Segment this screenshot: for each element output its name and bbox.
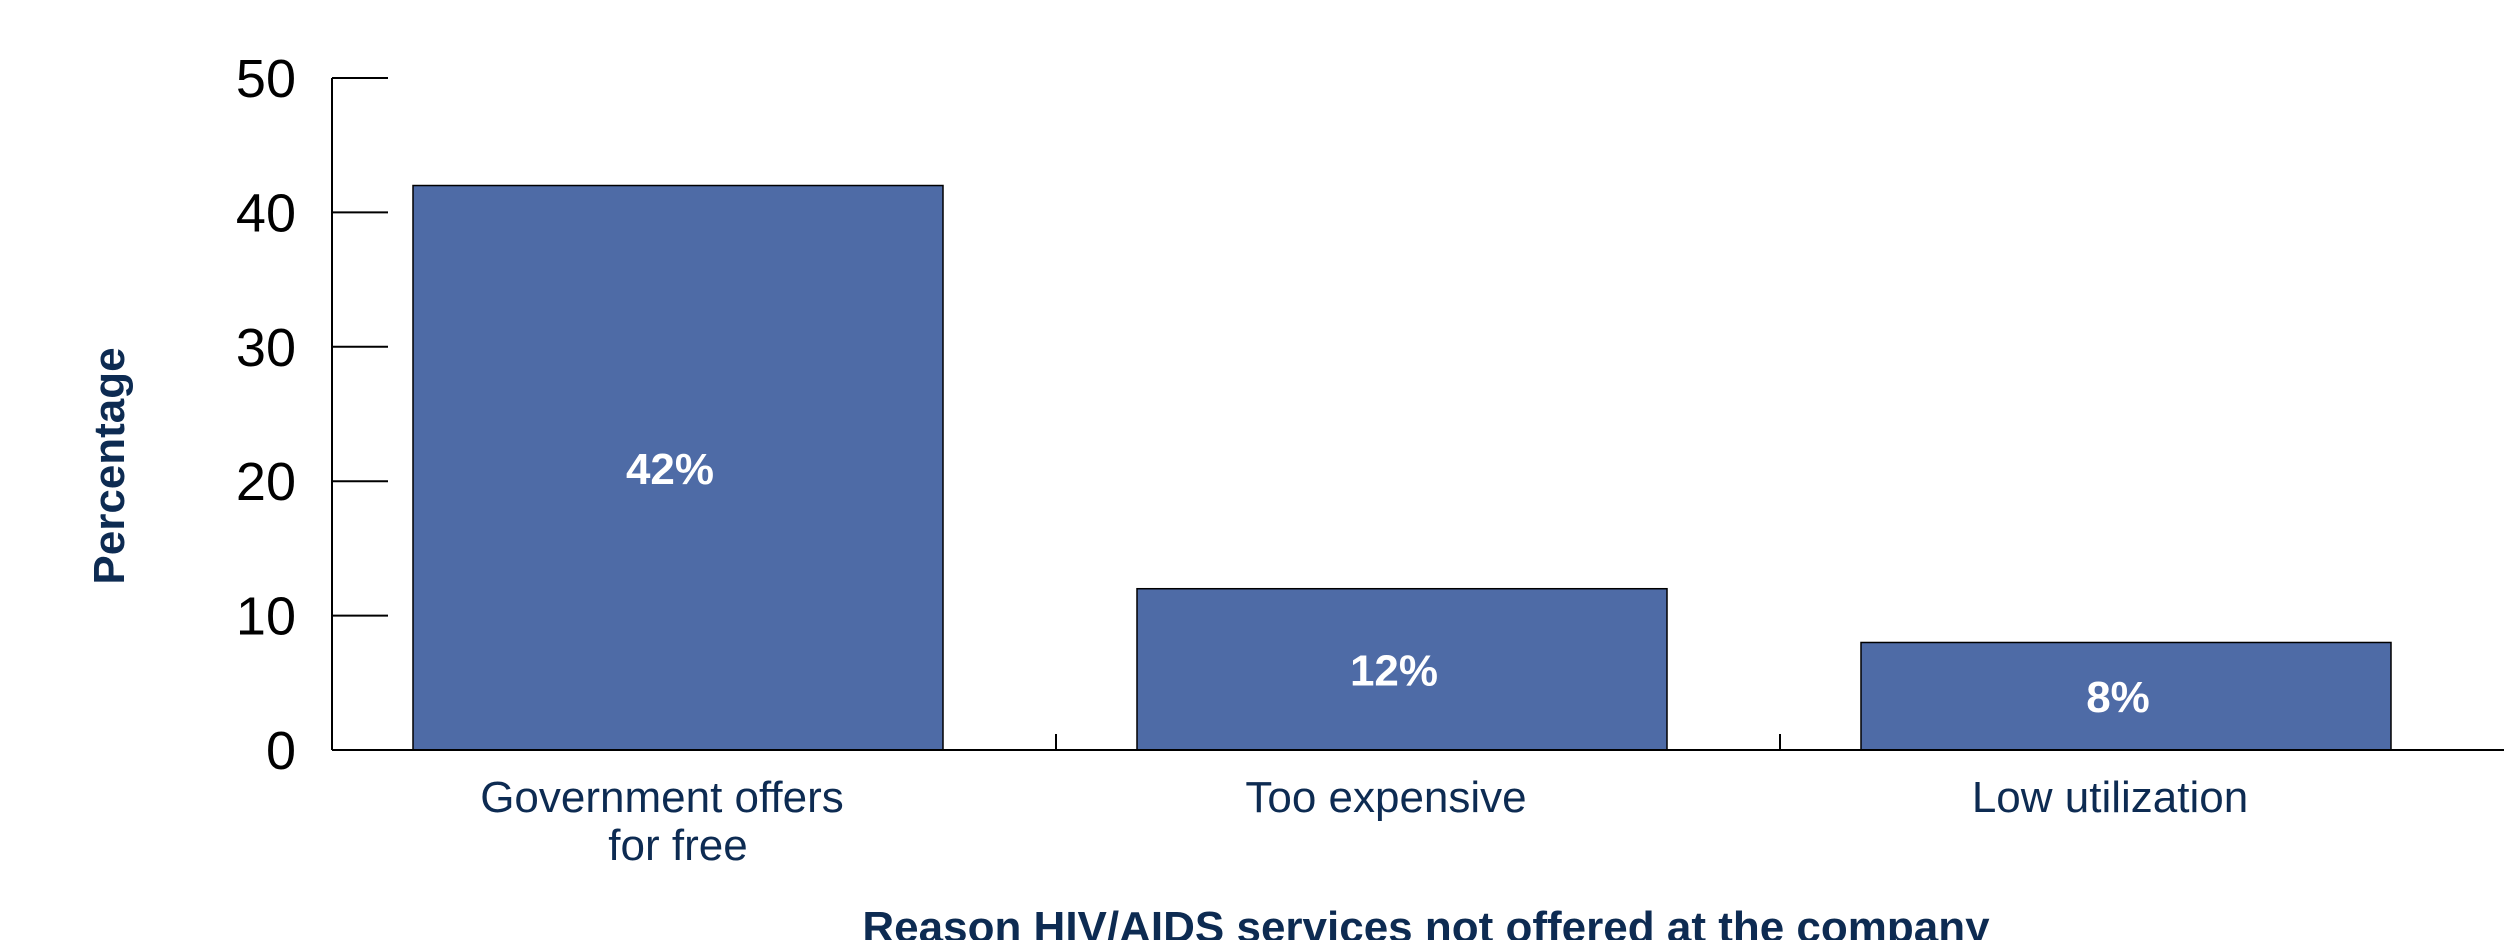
y-tick-label: 10 [236, 587, 296, 647]
category-label-line: Government offers [480, 773, 844, 822]
y-axis-ticks: 0 10 20 30 40 50 [236, 49, 388, 781]
bars: 42% 12% 8% [412, 184, 2392, 751]
y-tick-label: 50 [236, 49, 296, 109]
y-tick-label: 0 [266, 721, 296, 781]
data-label: 12% [1350, 646, 1438, 695]
y-tick-label: 30 [236, 318, 296, 378]
bar [1860, 641, 2392, 751]
x-axis: Government offers for free Too expensive Lo… [332, 734, 2504, 870]
y-tick-label: 40 [236, 183, 296, 243]
category-label-line: Low utilization [1972, 773, 2248, 822]
x-axis-title: Reason HIV/AIDS services not offered at … [862, 903, 1990, 940]
data-label: 8% [2086, 673, 2150, 722]
category-label-line: for free [608, 821, 747, 870]
category-label: Government offers for free [480, 773, 844, 870]
bar [1136, 587, 1668, 751]
category-label-line: Too expensive [1245, 773, 1526, 822]
category-label: Low utilization [1972, 773, 2248, 822]
y-axis-title: Percentage [85, 347, 134, 584]
category-label: Too expensive [1245, 773, 1526, 822]
y-tick-label: 20 [236, 452, 296, 512]
data-label: 42% [626, 445, 714, 494]
